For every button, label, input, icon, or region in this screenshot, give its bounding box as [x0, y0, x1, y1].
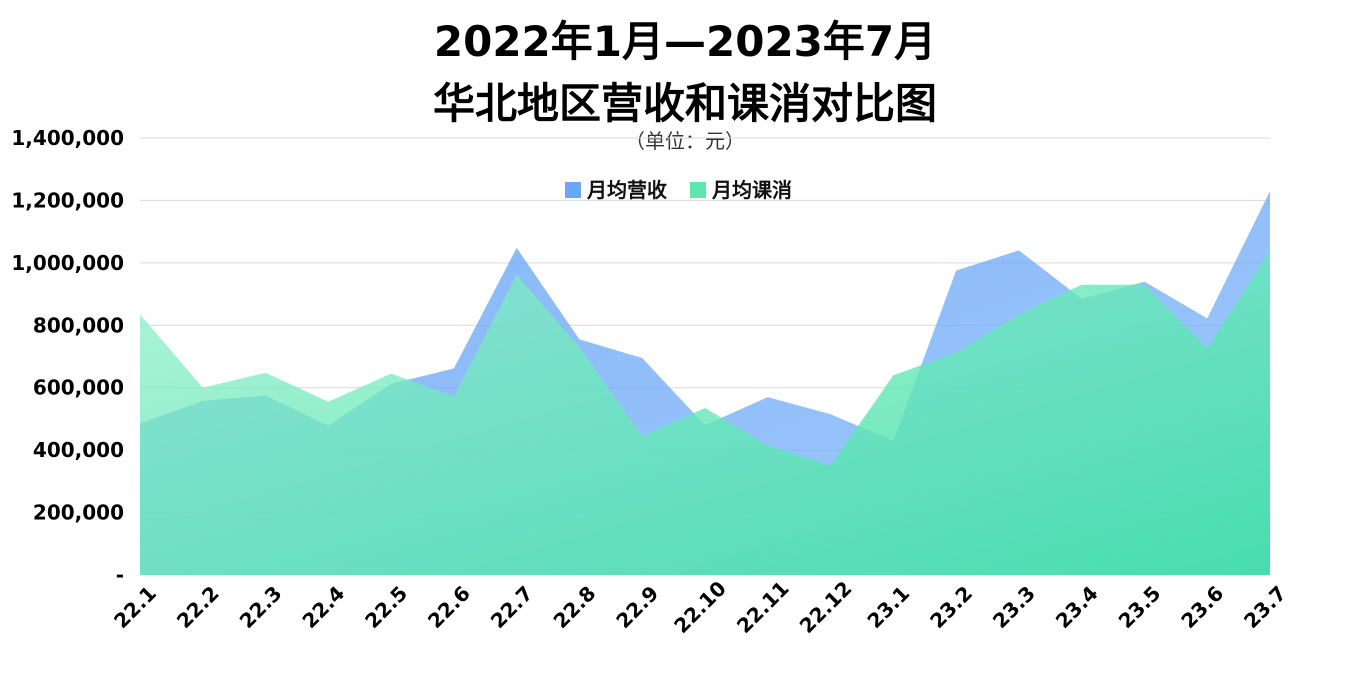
x-tick-label: 22.7	[486, 581, 538, 633]
y-tick-label: -	[116, 563, 124, 587]
x-tick-label: 22.11	[732, 576, 794, 638]
y-tick-label: 1,200,000	[11, 188, 124, 212]
chart-title-line-2: 华北地区营收和课消对比图	[433, 79, 937, 128]
x-tick-label: 22.8	[549, 581, 601, 633]
x-tick-label: 23.7	[1239, 581, 1291, 633]
chart-title-line-1: 2022年1月—2023年7月	[434, 17, 936, 66]
x-tick-label: 22.10	[669, 576, 731, 638]
x-tick-label: 22.2	[172, 581, 224, 633]
x-tick-label: 23.1	[862, 581, 914, 633]
x-tick-label: 22.5	[360, 581, 412, 633]
series-areas	[139, 191, 1271, 576]
x-tick-label: 22.3	[235, 581, 287, 633]
x-tick-label: 23.6	[1176, 581, 1228, 633]
y-tick-label: 800,000	[33, 313, 124, 337]
legend-label: 月均营收	[586, 178, 667, 202]
x-tick-label: 22.1	[109, 581, 161, 633]
y-tick-label: 1,000,000	[11, 251, 124, 275]
y-tick-label: 600,000	[33, 376, 124, 400]
legend-swatch	[690, 182, 706, 198]
x-axis-ticks: 22.1 22.2 22.3 22.4 22.5 22.6 22.7 22.8 22.9 22.1…	[109, 576, 1291, 638]
x-tick-label: 23.3	[988, 581, 1040, 633]
x-tick-label: 23.4	[1051, 581, 1103, 633]
x-tick-label: 22.4	[297, 581, 349, 633]
x-tick-label: 23.5	[1114, 581, 1166, 633]
legend: 月均营收 月均课消	[565, 178, 792, 202]
legend-label: 月均课消	[711, 178, 792, 202]
x-tick-label: 22.9	[611, 581, 663, 633]
y-tick-label: 400,000	[33, 438, 124, 462]
y-axis-ticks: - 200,000 400,000 600,000 800,000 1,000,000 1,…	[11, 126, 124, 587]
x-tick-label: 23.2	[925, 581, 977, 633]
x-tick-label: 22.6	[423, 581, 475, 633]
series-area-2	[140, 250, 1270, 575]
legend-swatch	[565, 182, 581, 198]
x-tick-label: 22.12	[795, 576, 857, 638]
y-tick-label: 1,400,000	[11, 126, 124, 150]
y-tick-label: 200,000	[33, 501, 124, 525]
chart-unit-subtitle: （单位：元）	[625, 129, 745, 153]
